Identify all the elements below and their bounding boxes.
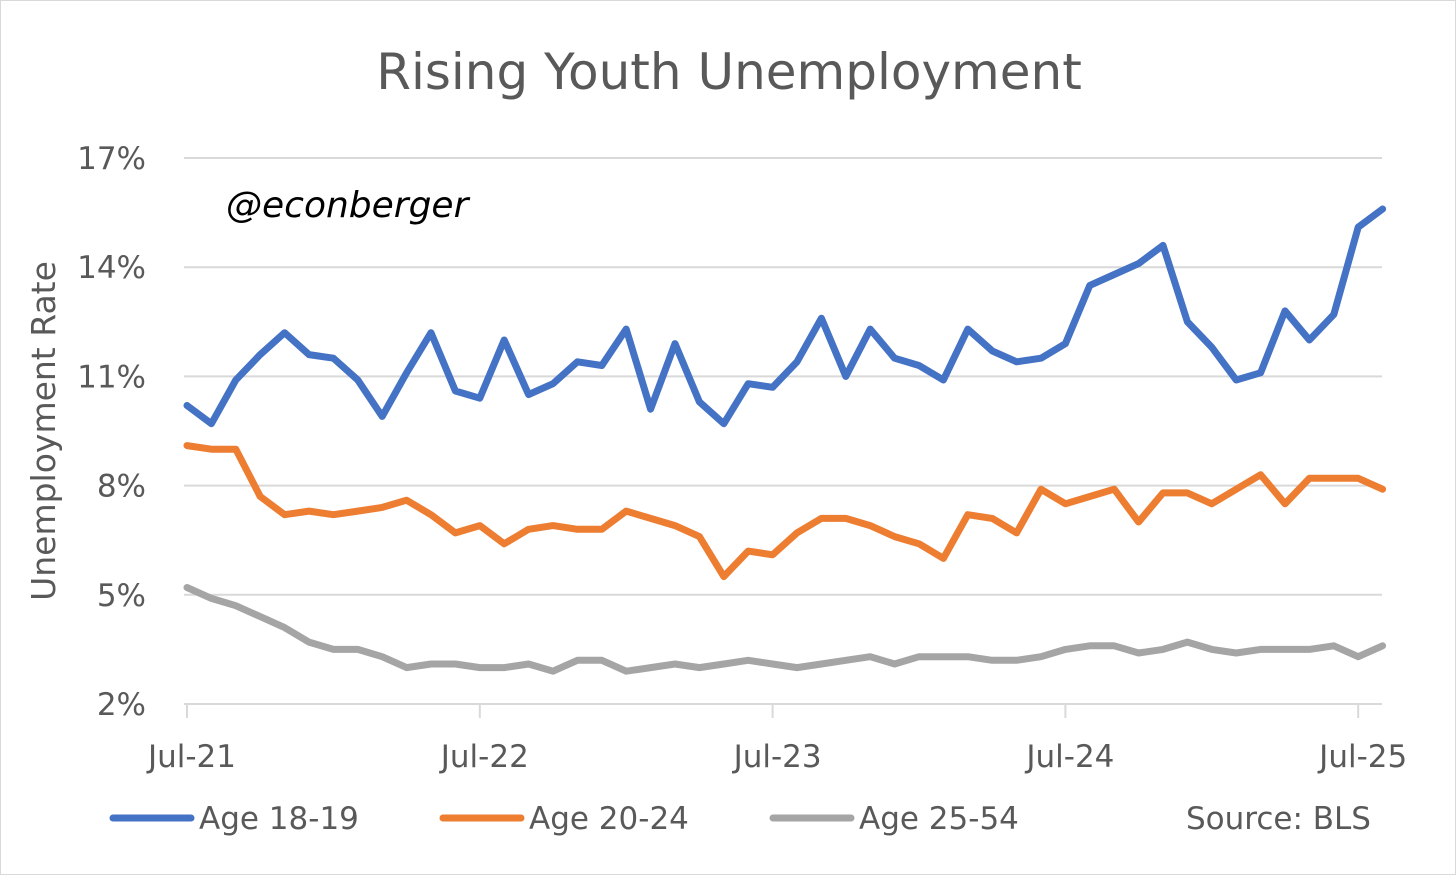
y-tick-label: 11% [77,359,146,395]
x-tick-label: Jul-23 [732,739,822,775]
chart-title: Rising Youth Unemployment [376,43,1082,101]
watermark-handle: @econberger [226,185,471,226]
x-axis-ticks: Jul-21 Jul-22 Jul-23 Jul-24 Jul-25 [146,704,1407,775]
y-axis-ticks: 2% 5% 8% 11% 14% 17% [77,141,146,723]
x-tick-label: Jul-24 [1024,739,1114,775]
x-tick-label: Jul-25 [1317,739,1407,775]
source-note: Source: BLS [1186,801,1371,837]
legend-label: Age 20-24 [529,801,689,837]
series-lines [183,205,1387,675]
x-tick-label: Jul-22 [439,739,529,775]
y-tick-label: 8% [97,469,146,505]
legend: Age 18-19 Age 20-24 Age 25-54 [109,801,1019,837]
y-tick-label: 17% [77,141,146,177]
series-line-age-20-24 [183,442,1387,581]
series-line-age-18-19 [183,205,1387,428]
x-tick-label: Jul-21 [146,739,236,775]
legend-label: Age 18-19 [199,801,359,837]
y-tick-label: 5% [97,578,146,614]
series-line-age-25-54 [183,584,1387,675]
y-tick-label: 2% [97,687,146,723]
y-tick-label: 14% [77,250,146,286]
legend-label: Age 25-54 [859,801,1019,837]
y-axis-title: Unemployment Rate [24,261,63,601]
